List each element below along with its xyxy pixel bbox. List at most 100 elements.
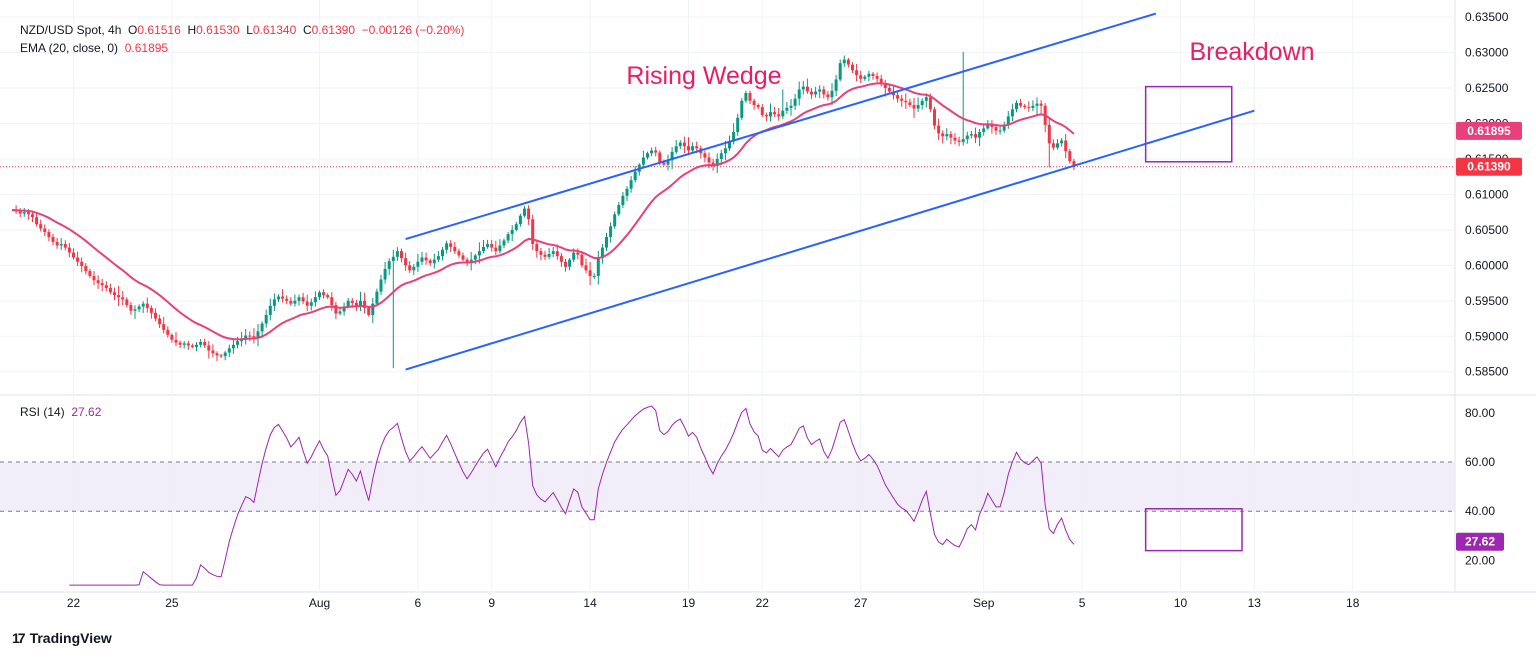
- axes: 0.635000.630000.625000.620000.615000.610…: [67, 10, 1522, 610]
- candle-body: [154, 312, 157, 319]
- candle-body: [945, 134, 949, 137]
- close-label: C: [302, 23, 312, 37]
- candle-body: [117, 295, 121, 298]
- candle-body: [682, 142, 686, 147]
- candle-body: [801, 86, 805, 90]
- tradingview-brand[interactable]: 17 TradingView: [12, 630, 112, 646]
- candle-body: [629, 180, 633, 189]
- candle-body: [555, 251, 559, 257]
- price-tick-label: 0.59000: [1465, 329, 1509, 343]
- rsi-value-tag: 27.62: [1465, 535, 1495, 549]
- candle-body: [379, 279, 383, 292]
- candle-body: [1072, 161, 1076, 167]
- time-tick-label: 13: [1248, 596, 1262, 610]
- candle-body: [482, 246, 485, 252]
- candle-body: [600, 247, 604, 259]
- breakdown-label: Breakdown: [1189, 38, 1314, 66]
- candle-body: [830, 90, 834, 98]
- ohlc-legend: NZD/USD Spot, 4h O0.61516 H0.61530 L0.61…: [20, 22, 464, 38]
- candle-body: [84, 266, 88, 272]
- candle-body: [67, 247, 71, 253]
- candle-body: [592, 275, 596, 277]
- candle-body: [871, 73, 875, 76]
- candle-body: [785, 107, 789, 111]
- candle-body: [781, 110, 785, 117]
- ema-price-tag-bg: [1456, 121, 1522, 140]
- candle-body: [621, 195, 625, 206]
- candle-body: [896, 95, 900, 99]
- candle-body: [584, 265, 588, 271]
- candle-body: [855, 70, 859, 76]
- candle-body: [838, 63, 842, 80]
- candle-body: [982, 128, 986, 132]
- candle-body: [26, 212, 30, 215]
- candle-body: [104, 285, 108, 289]
- candle-body: [342, 306, 346, 312]
- candle-body: [715, 158, 719, 167]
- candle-body: [1027, 107, 1031, 109]
- candle-body: [494, 247, 498, 252]
- candle-body: [322, 292, 326, 296]
- candle-body: [281, 296, 285, 299]
- candle-body: [59, 244, 63, 246]
- candle-body: [207, 345, 211, 351]
- ema-legend[interactable]: EMA (20, close, 0) 0.61895: [20, 40, 168, 56]
- wedge-upper-line: [405, 12, 1157, 241]
- candle-body: [875, 75, 879, 79]
- candle-body: [662, 162, 666, 165]
- wedge-lower-line: [405, 109, 1255, 371]
- candle-body: [436, 256, 440, 260]
- candle-body: [289, 300, 293, 304]
- candle-body: [502, 240, 506, 246]
- candle-body: [76, 257, 80, 262]
- candle-body: [264, 314, 268, 324]
- candle-body: [293, 300, 297, 304]
- candle-body: [969, 134, 973, 136]
- candle-body: [80, 261, 84, 267]
- candle-body: [691, 146, 695, 151]
- candle-body: [350, 300, 354, 303]
- candle-body: [256, 331, 260, 338]
- candle-body: [449, 243, 453, 247]
- rsi-value-tag-bg: [1456, 532, 1504, 551]
- candle-body: [818, 89, 822, 92]
- candle-body: [424, 257, 428, 261]
- candle-body: [756, 105, 760, 108]
- ema-value: 0.61895: [124, 41, 169, 55]
- candle-body: [39, 224, 43, 229]
- candle-body: [133, 309, 137, 311]
- candle-body: [687, 146, 690, 151]
- candle-body: [309, 302, 313, 306]
- candle-body: [846, 59, 850, 65]
- candle-body: [473, 255, 477, 260]
- candle-body: [674, 146, 678, 152]
- candle-body: [18, 211, 22, 214]
- candle-body: [428, 260, 432, 264]
- candle-body: [961, 139, 965, 142]
- candle-body: [941, 133, 945, 137]
- candle-body: [313, 297, 317, 303]
- candle-body: [879, 78, 883, 84]
- candle-body: [441, 249, 444, 257]
- candle-body: [420, 257, 424, 262]
- low-label: L: [246, 23, 253, 37]
- candle-body: [736, 117, 740, 132]
- candle-body: [547, 253, 551, 257]
- candle-body: [703, 153, 707, 158]
- candle-body: [506, 234, 510, 241]
- candle-body: [35, 217, 39, 225]
- candle-body: [490, 244, 494, 248]
- rsi-legend[interactable]: RSI (14) 27.62: [20, 404, 101, 420]
- price-tick-label: 0.60500: [1465, 223, 1509, 237]
- symbol-label[interactable]: NZD/USD Spot, 4h: [20, 23, 122, 37]
- candle-body: [354, 302, 358, 306]
- candle-body: [174, 339, 178, 343]
- ema-price-tag: 0.61895: [1467, 124, 1511, 138]
- open-label: O: [128, 23, 138, 37]
- close-value: 0.61390: [311, 23, 355, 37]
- candle-body: [31, 214, 34, 218]
- candle-body: [580, 254, 584, 266]
- candle-body: [810, 91, 813, 95]
- candle-body: [47, 231, 51, 237]
- candle-body: [928, 97, 932, 110]
